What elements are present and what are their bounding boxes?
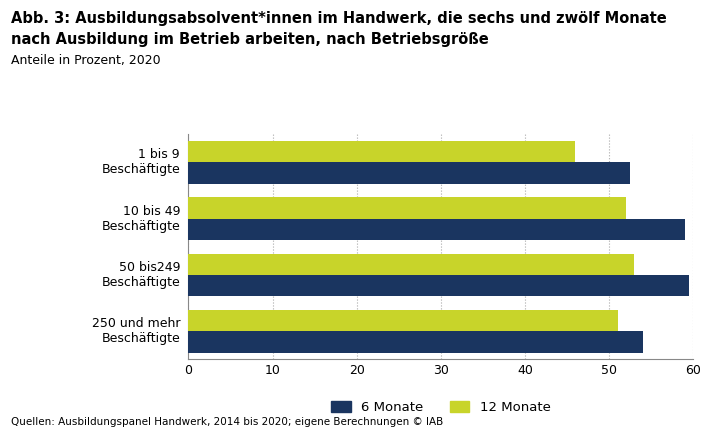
Bar	[188, 197, 626, 219]
Bar	[188, 331, 643, 352]
Text: nach Ausbildung im Betrieb arbeiten, nach Betriebsgröße: nach Ausbildung im Betrieb arbeiten, nac…	[11, 32, 488, 48]
Bar	[188, 219, 685, 240]
Bar	[188, 254, 634, 275]
Bar	[188, 310, 617, 331]
Bar	[188, 275, 689, 296]
Legend: 6 Monate, 12 Monate: 6 Monate, 12 Monate	[326, 395, 556, 419]
Bar	[188, 162, 630, 184]
Text: Quellen: Ausbildungspanel Handwerk, 2014 bis 2020; eigene Berechnungen © IAB: Quellen: Ausbildungspanel Handwerk, 2014…	[11, 417, 443, 427]
Text: Abb. 3: Ausbildungsabsolvent*innen im Handwerk, die sechs und zwölf Monate: Abb. 3: Ausbildungsabsolvent*innen im Ha…	[11, 11, 666, 26]
Text: Anteile in Prozent, 2020: Anteile in Prozent, 2020	[11, 54, 160, 67]
Bar	[188, 141, 575, 162]
